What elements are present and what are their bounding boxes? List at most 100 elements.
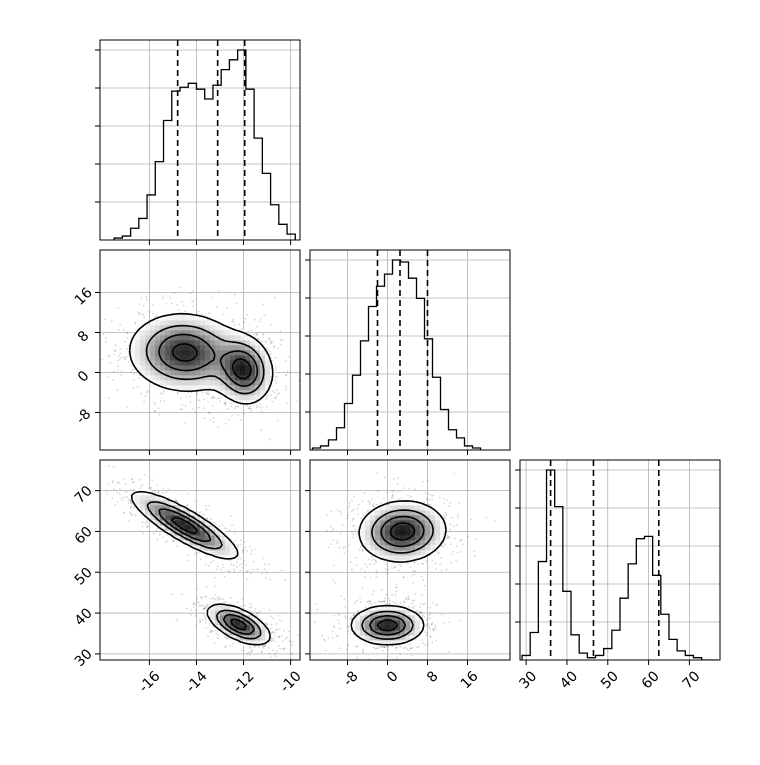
sample-point — [206, 586, 208, 588]
sample-point — [133, 387, 135, 389]
sample-point — [269, 609, 271, 611]
sample-point — [192, 408, 194, 410]
sample-point — [207, 636, 209, 638]
sample-point — [207, 401, 209, 403]
density-cell — [195, 360, 200, 365]
density-cell — [150, 345, 155, 350]
sample-point — [205, 392, 207, 394]
sample-point — [223, 601, 225, 603]
sample-point — [108, 356, 110, 358]
sample-point — [360, 546, 362, 548]
density-cell — [210, 615, 215, 620]
density-cell — [225, 390, 230, 395]
density-cell — [190, 350, 195, 355]
sample-point — [275, 368, 277, 370]
sample-point — [408, 606, 410, 608]
sample-point — [362, 549, 364, 551]
sample-point — [297, 634, 299, 636]
scatter-panel-1 — [83, 250, 306, 460]
sample-point — [376, 576, 378, 578]
sample-point — [219, 400, 221, 402]
sample-point — [265, 662, 267, 664]
density-cell — [400, 555, 405, 560]
density-cell — [180, 335, 185, 340]
sample-point — [139, 487, 141, 489]
sample-point — [276, 389, 278, 391]
sample-point — [386, 594, 388, 596]
sample-point — [357, 611, 359, 613]
sample-point — [344, 606, 346, 608]
sample-point — [339, 546, 341, 548]
density-cell — [205, 370, 210, 375]
sample-point — [219, 525, 221, 527]
sample-point — [279, 628, 281, 630]
sample-point — [426, 635, 428, 637]
sample-point — [459, 551, 461, 553]
sample-point — [259, 403, 261, 405]
sample-point — [403, 487, 405, 489]
density-cell — [380, 550, 385, 555]
density-cell — [220, 345, 225, 350]
sample-point — [93, 370, 95, 372]
sample-point — [452, 551, 454, 553]
sample-point — [195, 609, 197, 611]
sample-point — [361, 500, 363, 502]
sample-point — [256, 326, 258, 328]
density-cell — [190, 315, 195, 320]
sample-point — [285, 386, 287, 388]
sample-point — [453, 525, 455, 527]
sample-point — [233, 568, 235, 570]
sample-point — [287, 636, 289, 638]
sample-point — [127, 345, 129, 347]
sample-point — [380, 502, 382, 504]
sample-point — [454, 538, 456, 540]
sample-point — [259, 321, 261, 323]
sample-point — [169, 297, 171, 299]
sample-point — [381, 589, 383, 591]
sample-point — [274, 397, 276, 399]
sample-point — [203, 407, 205, 409]
sample-point — [240, 540, 242, 542]
density-cell — [170, 315, 175, 320]
sample-point — [221, 525, 223, 527]
sample-point — [439, 497, 441, 499]
sample-point — [177, 620, 179, 622]
sample-point — [352, 537, 354, 539]
sample-point — [193, 606, 195, 608]
sample-point — [413, 605, 415, 607]
sample-point — [157, 539, 159, 541]
sample-point — [395, 587, 397, 589]
sample-point — [281, 671, 283, 673]
sample-point — [263, 304, 265, 306]
sample-point — [270, 342, 272, 344]
sample-point — [229, 645, 231, 647]
sample-point — [364, 576, 366, 578]
sample-point — [264, 645, 266, 647]
sample-point — [250, 651, 252, 653]
sample-point — [250, 603, 252, 605]
sample-point — [210, 562, 212, 564]
sample-point — [124, 512, 126, 514]
sample-point — [353, 496, 355, 498]
sample-point — [158, 491, 160, 493]
sample-point — [372, 504, 374, 506]
sample-point — [332, 637, 334, 639]
sample-point — [414, 488, 416, 490]
histogram-steps — [114, 50, 295, 240]
sample-point — [277, 347, 279, 349]
sample-point — [426, 619, 428, 621]
sample-point — [441, 570, 443, 572]
sample-point — [238, 324, 240, 326]
sample-point — [367, 509, 369, 511]
sample-point — [145, 395, 147, 397]
sample-point — [230, 402, 232, 404]
sample-point — [186, 608, 188, 610]
sample-point — [296, 401, 298, 403]
density-cell — [205, 380, 210, 385]
sample-point — [280, 330, 282, 332]
sample-point — [389, 600, 391, 602]
sample-point — [264, 564, 266, 566]
density-cell — [260, 385, 265, 390]
sample-point — [187, 560, 189, 562]
sample-point — [410, 496, 412, 498]
